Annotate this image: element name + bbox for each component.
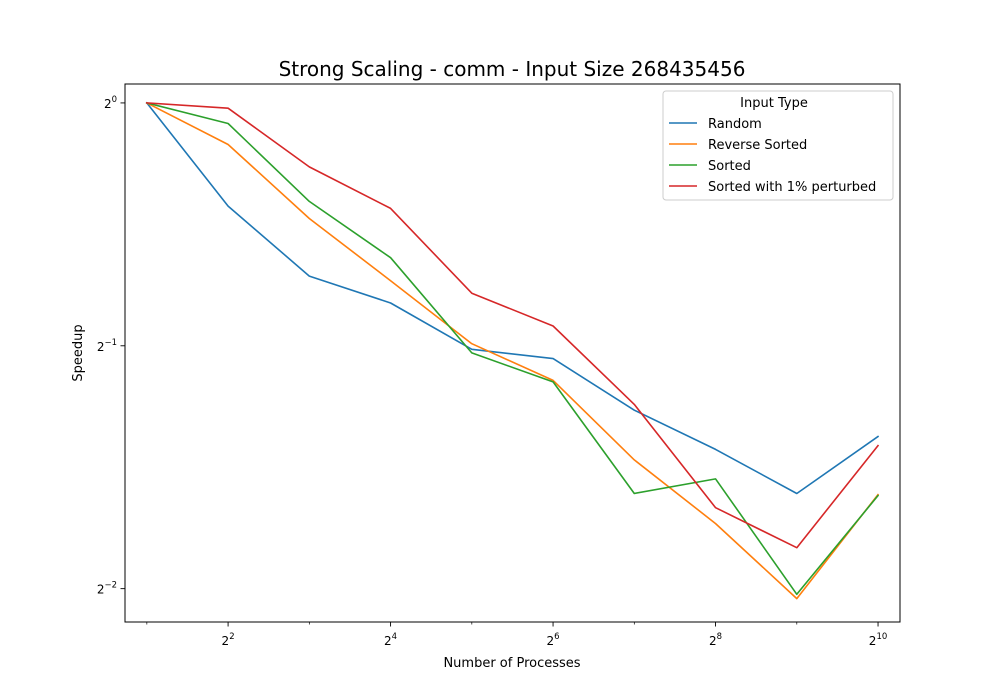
- x-tick-label: 24: [384, 632, 397, 648]
- x-tick-label: 28: [709, 632, 722, 648]
- plot-frame: [124, 83, 901, 623]
- y-axis: 20 2−1 2−2: [97, 95, 125, 597]
- legend-label-1: Reverse Sorted: [708, 138, 807, 153]
- x-tick-label: 22: [222, 632, 235, 648]
- series-line-2: [145, 101, 880, 596]
- legend-box: [662, 90, 894, 201]
- legend-label-2: Sorted: [708, 159, 751, 174]
- legend: Input Type Random Reverse Sorted Sorted Sort…: [662, 90, 894, 201]
- x-axis-label: Number of Processes: [443, 656, 580, 671]
- legend-label-0: Random: [708, 117, 762, 132]
- series-line-1: [145, 101, 880, 600]
- x-axis: 22 24 26 28 210: [146, 622, 887, 648]
- y-tick-label: 20: [104, 95, 117, 111]
- legend-title: Input Type: [740, 96, 808, 111]
- series-line-0: [145, 101, 880, 495]
- y-tick-label: 2−2: [97, 581, 117, 597]
- x-tick-label: 26: [547, 632, 560, 648]
- y-tick-label: 2−1: [97, 338, 117, 354]
- chart-title: Strong Scaling - comm - Input Size 26843…: [279, 57, 746, 81]
- legend-label-3: Sorted with 1% perturbed: [708, 180, 876, 195]
- y-axis-label: Speedup: [71, 324, 86, 381]
- x-tick-label: 210: [869, 632, 887, 648]
- series-layer: [145, 101, 880, 600]
- series-line-3: [145, 102, 880, 549]
